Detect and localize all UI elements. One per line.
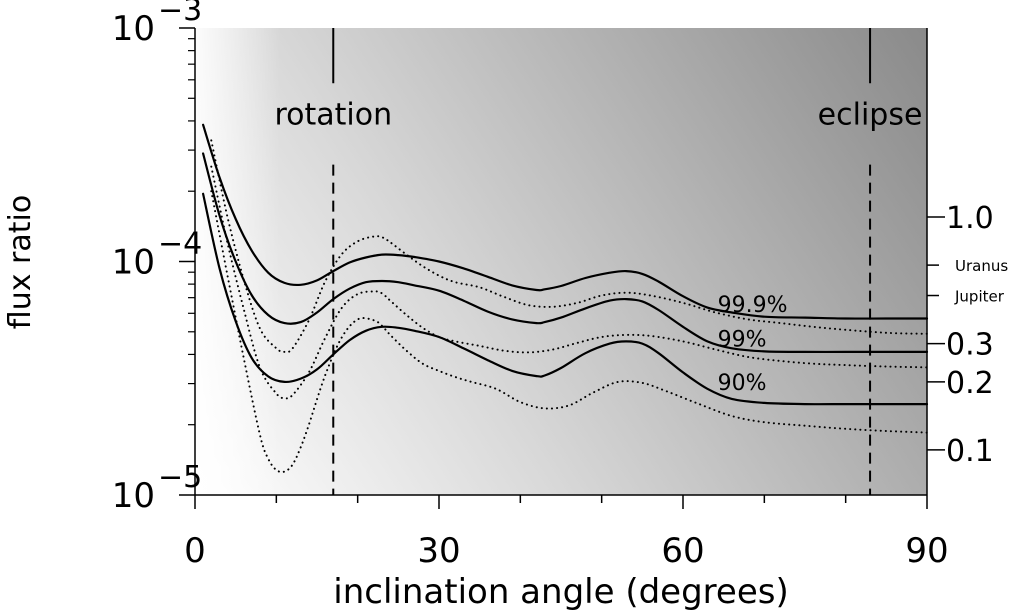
y-tick-label: 10: [112, 476, 155, 516]
right-tick-label: 0.2: [946, 366, 994, 401]
y-tick-exponent: −5: [158, 460, 202, 495]
solid-curve-1: [202, 152, 929, 354]
solid-curve-0: [202, 123, 929, 320]
y-tick-label: 10: [112, 243, 155, 283]
right-tick-label: 1.0: [946, 201, 994, 236]
curve-label: 90%: [718, 371, 767, 396]
right-tick-label: 0.3: [946, 328, 994, 363]
y-tick-exponent: −3: [158, 0, 202, 28]
dotted-curve-4: [210, 165, 928, 400]
x-axis-label: inclination angle (degrees): [333, 572, 788, 612]
y-axis-label: flux ratio: [3, 195, 38, 329]
marker-label: rotation: [274, 98, 392, 133]
x-tick-label: 90: [905, 531, 948, 571]
y-tick-label: 10: [112, 9, 155, 49]
y-tick-exponent: −4: [158, 227, 202, 262]
plot-background-glow: [195, 28, 280, 495]
x-tick-label: 30: [417, 531, 460, 571]
solid-curve-2: [202, 192, 929, 406]
x-tick-label: 0: [184, 531, 206, 571]
right-tick-label: Jupiter: [954, 288, 1005, 306]
curve-label: 99.9%: [718, 293, 788, 318]
plot-background: [195, 28, 927, 495]
x-tick-label: 60: [661, 531, 704, 571]
curve-label: 99%: [718, 327, 767, 352]
right-tick-label: 0.1: [946, 434, 994, 469]
marker-label: eclipse: [818, 98, 923, 133]
right-tick-label: Uranus: [955, 257, 1008, 275]
dotted-curve-5: [210, 190, 928, 474]
